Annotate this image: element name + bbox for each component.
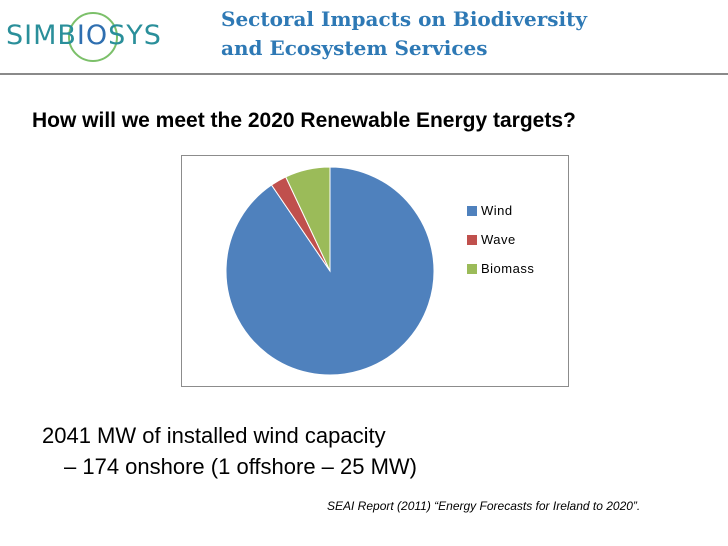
header-title-line2: and Ecosystem Services	[221, 36, 488, 60]
header-title: Sectoral Impacts on Biodiversity and Eco…	[221, 5, 587, 63]
pie-chart-plot	[225, 166, 435, 376]
legend-label-wave: Wave	[481, 232, 516, 247]
logo-text-left: SIMB	[6, 20, 77, 51]
logo-text-right: SYS	[108, 20, 162, 51]
header-divider	[0, 73, 728, 75]
logo-text-mid: IO	[76, 20, 109, 51]
bullet-main: 2041 MW of installed wind capacity	[42, 423, 386, 448]
legend-item-wave: Wave	[467, 225, 534, 254]
simbiosys-logo: SIMBIOSYS	[6, 10, 196, 64]
logo-text: SIMBIOSYS	[6, 20, 162, 51]
legend-swatch-biomass	[467, 263, 477, 274]
chart-legend: Wind Wave Biomass	[467, 196, 534, 283]
legend-swatch-wave	[467, 234, 477, 245]
legend-label-wind: Wind	[481, 203, 513, 218]
logo-circle-icon	[68, 12, 118, 62]
header-title-line1: Sectoral Impacts on Biodiversity	[221, 7, 587, 31]
slide-header: SIMBIOSYS Sectoral Impacts on Biodiversi…	[0, 0, 728, 75]
legend-label-biomass: Biomass	[481, 261, 535, 276]
pie-slice-biomass	[285, 166, 331, 272]
legend-item-wind: Wind	[467, 196, 534, 225]
bullet-sub: – 174 onshore (1 offshore – 25 MW)	[64, 454, 418, 479]
slide-question: How will we meet the 2020 Renewable Ener…	[32, 109, 576, 132]
source-citation: SEAI Report (2011) “Energy Forecasts for…	[327, 499, 641, 513]
legend-item-biomass: Biomass	[467, 254, 534, 283]
pie-chart: Wind Wave Biomass	[181, 155, 569, 387]
body-text: 2041 MW of installed wind capacity – 174…	[42, 420, 417, 482]
legend-swatch-wind	[467, 205, 477, 216]
